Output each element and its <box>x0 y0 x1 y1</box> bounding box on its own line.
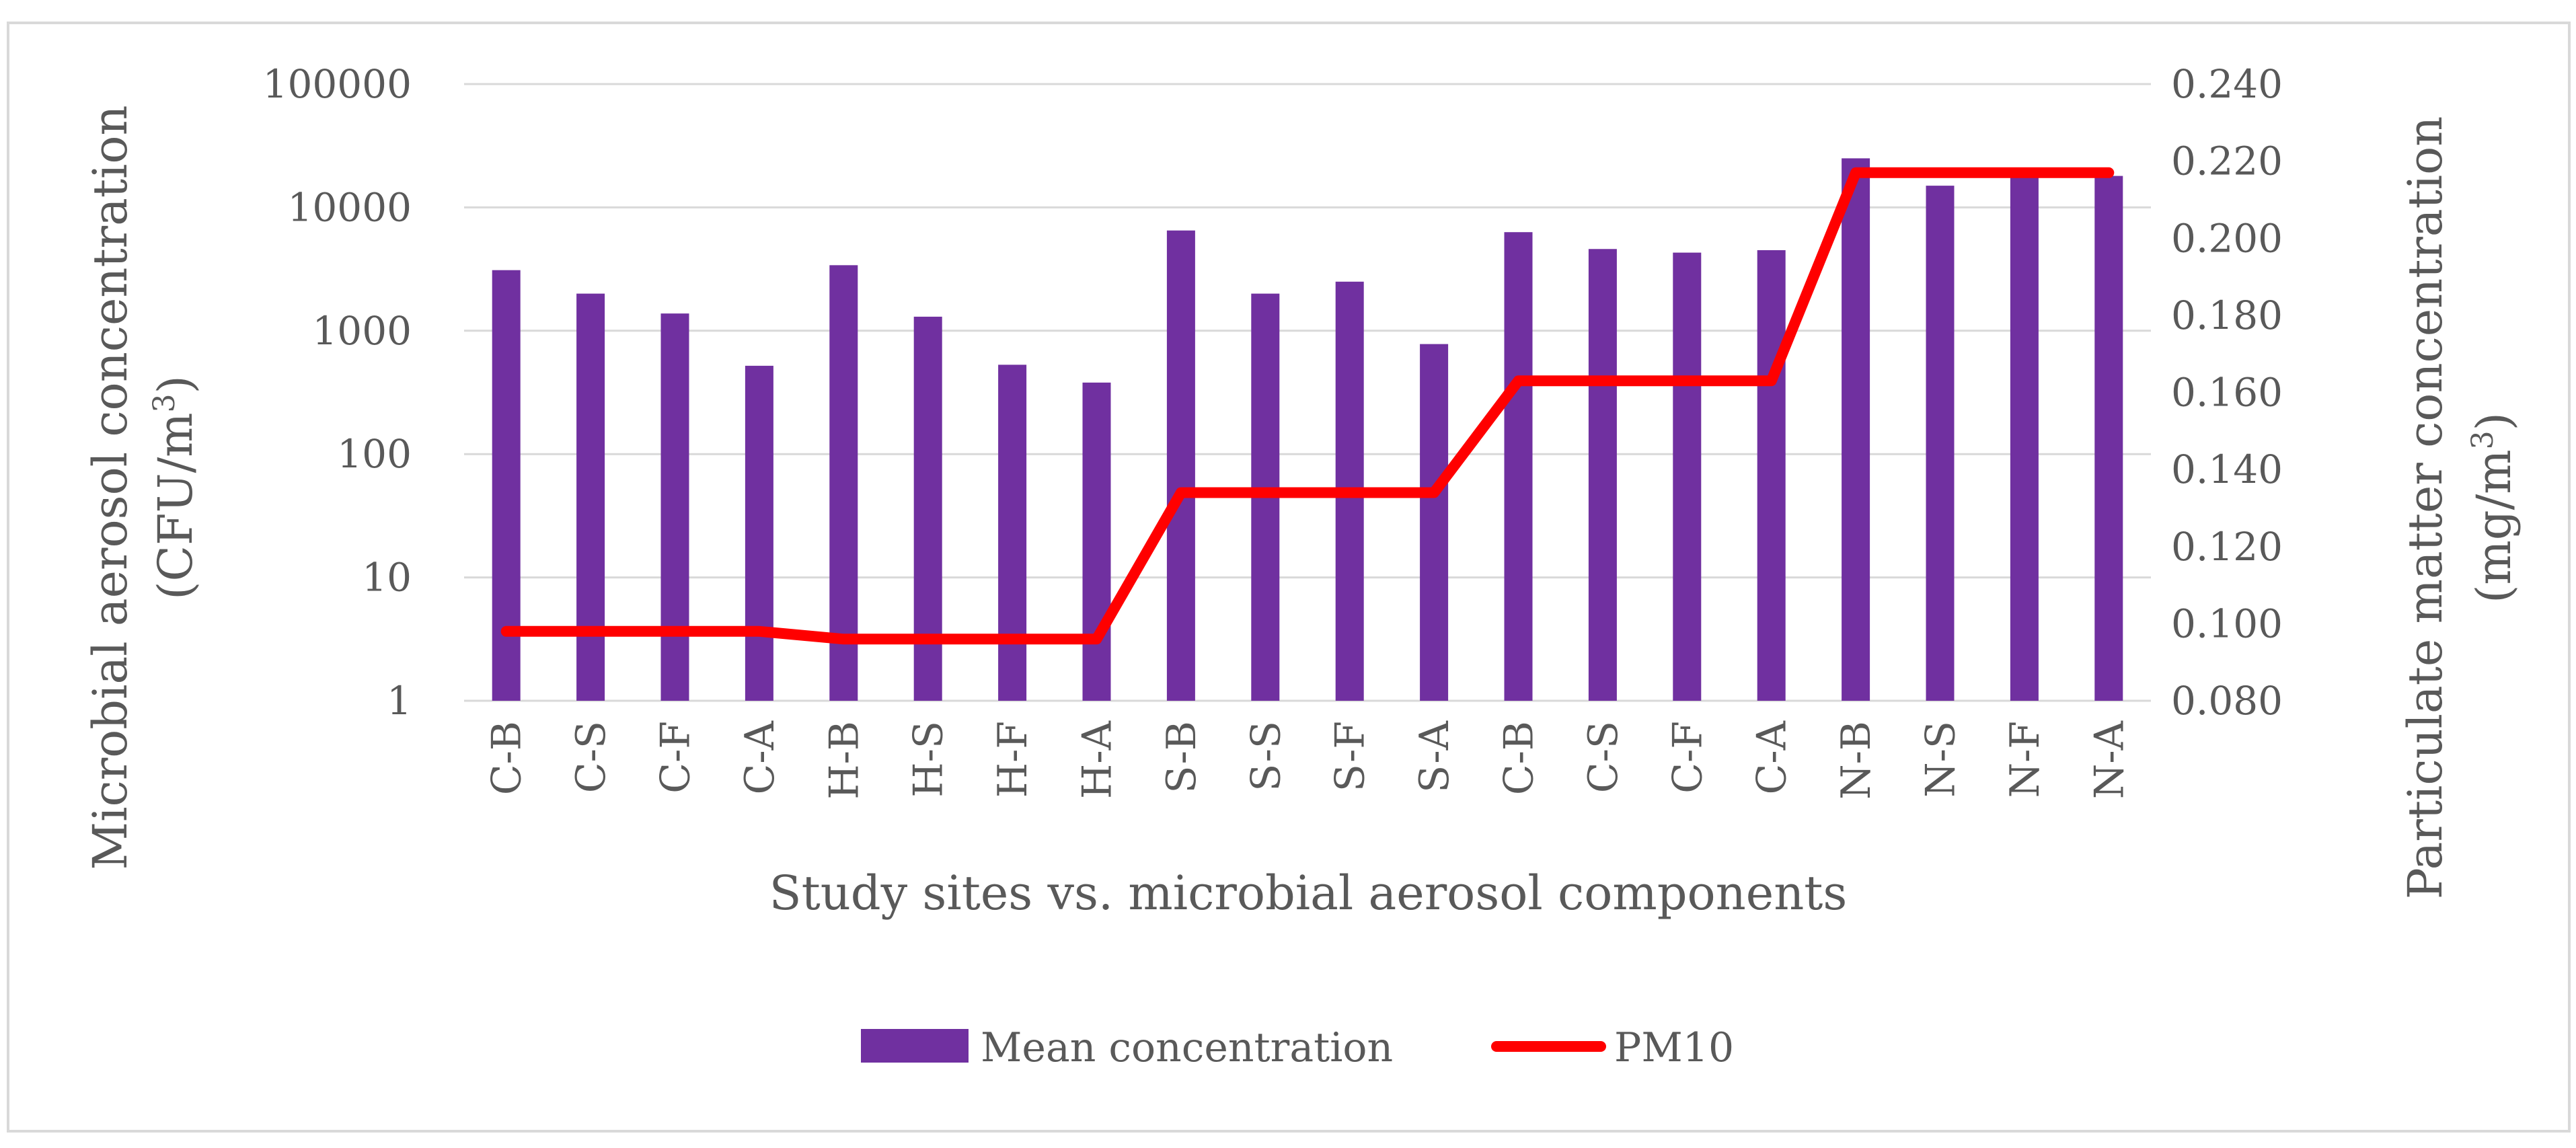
left-tick-label: 1 <box>387 678 412 724</box>
left-tick-label: 10 <box>362 555 412 601</box>
right-tick-label: 0.160 <box>2171 370 2283 416</box>
x-tick-label: H-B <box>821 721 868 800</box>
x-tick-label: N-S <box>1918 721 1965 798</box>
right-tick-label: 0.220 <box>2171 139 2283 184</box>
right-axis-unit-suffix: ) <box>2466 412 2522 430</box>
x-tick-label: C-B <box>1496 721 1543 795</box>
bar-mean-concentration <box>1166 230 1195 701</box>
right-tick-label: 0.100 <box>2171 601 2283 646</box>
x-tick-label: C-A <box>736 720 784 794</box>
right-tick-label: 0.120 <box>2171 524 2283 570</box>
x-tick-label: N-A <box>2086 720 2133 799</box>
bar-mean-concentration <box>2010 167 2039 701</box>
x-tick-label: C-A <box>1749 720 1796 794</box>
x-tick-label: C-B <box>484 721 531 795</box>
left-axis-unit-suffix: ) <box>148 375 203 393</box>
right-tick-label: 0.240 <box>2171 61 2283 107</box>
left-tick-label: 100 <box>337 431 412 477</box>
bar-mean-concentration <box>660 313 689 701</box>
left-axis-title-line1: Microbial aerosol concentration <box>83 105 138 870</box>
bar-mean-concentration <box>1504 232 1533 701</box>
right-axis-unit-sup: 3 <box>2466 430 2500 449</box>
x-axis-title: Study sites vs. microbial aerosol compon… <box>769 866 1848 921</box>
bar-mean-concentration <box>1420 344 1449 701</box>
left-axis-ticks: 1 10 100 1000 10000 100000 <box>263 61 412 724</box>
x-tick-label: H-A <box>1074 720 1121 799</box>
legend: Mean concentration PM10 <box>861 1024 1734 1071</box>
bar-mean-concentration <box>829 265 858 701</box>
left-tick-label: 100000 <box>263 61 412 107</box>
left-tick-label: 10000 <box>287 184 412 230</box>
bar-mean-concentration <box>998 365 1027 701</box>
bar-mean-concentration <box>1588 249 1617 701</box>
x-tick-label: C-F <box>1664 721 1711 794</box>
x-tick-label: S-B <box>1158 721 1205 794</box>
x-tick-label: C-F <box>652 721 699 794</box>
line-pm10 <box>500 167 2115 645</box>
right-axis-unit-prefix: (mg/m <box>2466 449 2522 603</box>
bar-mean-concentration <box>2094 176 2123 701</box>
legend-label-pm10: PM10 <box>1614 1024 1734 1071</box>
right-axis-ticks: 0.080 0.100 0.120 0.140 0.160 0.180 0.200 0.220… <box>2171 61 2283 724</box>
x-tick-label: H-F <box>989 721 1036 798</box>
bar-mean-concentration <box>1757 250 1786 701</box>
bar-mean-concentration <box>576 293 605 701</box>
bar-mean-concentration <box>745 365 773 701</box>
bar-mean-concentration <box>1082 382 1111 701</box>
x-tick-label: C-S <box>1580 721 1627 793</box>
x-axis-ticks: C-B C-S C-F C-A H-B H-S H-F H-A S-B S-S S-F S-A C-B C… <box>484 720 2133 800</box>
left-axis-title-line2: (CFU/m3) <box>147 375 203 600</box>
legend-label-mean-concentration: Mean concentration <box>981 1024 1393 1071</box>
right-tick-label: 0.080 <box>2171 678 2283 724</box>
right-tick-label: 0.180 <box>2171 293 2283 338</box>
right-tick-label: 0.200 <box>2171 215 2283 261</box>
left-axis-unit-sup: 3 <box>147 393 182 412</box>
x-tick-label: S-A <box>1411 720 1458 793</box>
x-tick-label: N-F <box>2002 721 2049 798</box>
x-tick-label: N-B <box>1833 721 1880 800</box>
legend-swatch-mean-concentration <box>861 1029 969 1063</box>
bar-mean-concentration <box>1673 252 1702 701</box>
right-axis-title-line1: Particulate matter concentration <box>2398 116 2453 900</box>
x-tick-label: H-S <box>905 721 952 798</box>
x-tick-label: C-S <box>568 721 615 793</box>
left-tick-label: 1000 <box>312 308 412 354</box>
x-tick-label: S-S <box>1242 721 1289 792</box>
x-tick-label: S-F <box>1327 721 1374 792</box>
bar-mean-concentration <box>1842 158 1870 701</box>
left-axis-unit-prefix: (CFU/m <box>148 412 203 599</box>
bar-mean-concentration <box>1926 186 1955 701</box>
right-axis-title-line2: (mg/m3) <box>2466 412 2522 603</box>
right-tick-label: 0.140 <box>2171 447 2283 492</box>
line-series <box>500 167 2115 645</box>
